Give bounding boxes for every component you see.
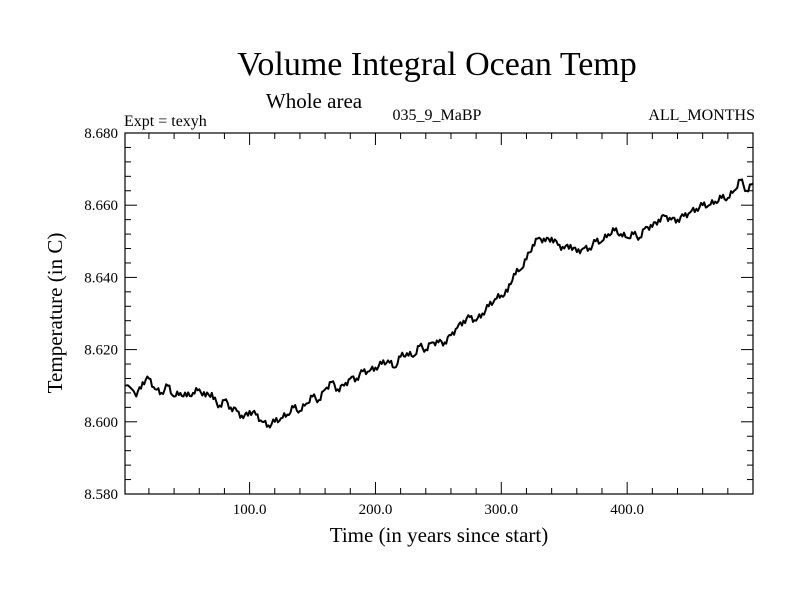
series-layer [124, 178, 754, 429]
y-tick-label: 8.580 [84, 487, 118, 503]
run-annotation: 035_9_MaBP [393, 107, 482, 124]
months-annotation: ALL_MONTHS [648, 107, 755, 124]
experiment-annotation: Expt = texyh [124, 113, 207, 130]
x-tick-label: 300.0 [484, 502, 518, 518]
tick-labels: 100.0 200.0 300.0 400.0 8.580 8.600 8.620 8.640… [84, 126, 644, 518]
series-line-0 [124, 178, 754, 429]
y-tick-label: 8.640 [84, 270, 118, 286]
y-tick-label: 8.680 [84, 126, 118, 142]
x-tick-label: 100.0 [233, 502, 267, 518]
y-tick-label: 8.600 [84, 415, 118, 431]
x-axis-label: Time (in years since start) [330, 523, 549, 547]
y-tick-label: 8.620 [84, 343, 118, 359]
chart-subtitle: Whole area [266, 89, 363, 113]
chart-title: Volume Integral Ocean Temp [237, 46, 637, 83]
x-tick-label: 400.0 [610, 502, 644, 518]
x-tick-label: 200.0 [359, 502, 393, 518]
plot-frame [124, 132, 754, 495]
y-tick-label: 8.660 [84, 198, 118, 214]
y-axis-label: Temperature (in C) [43, 233, 67, 394]
axis-ticks [125, 132, 753, 495]
